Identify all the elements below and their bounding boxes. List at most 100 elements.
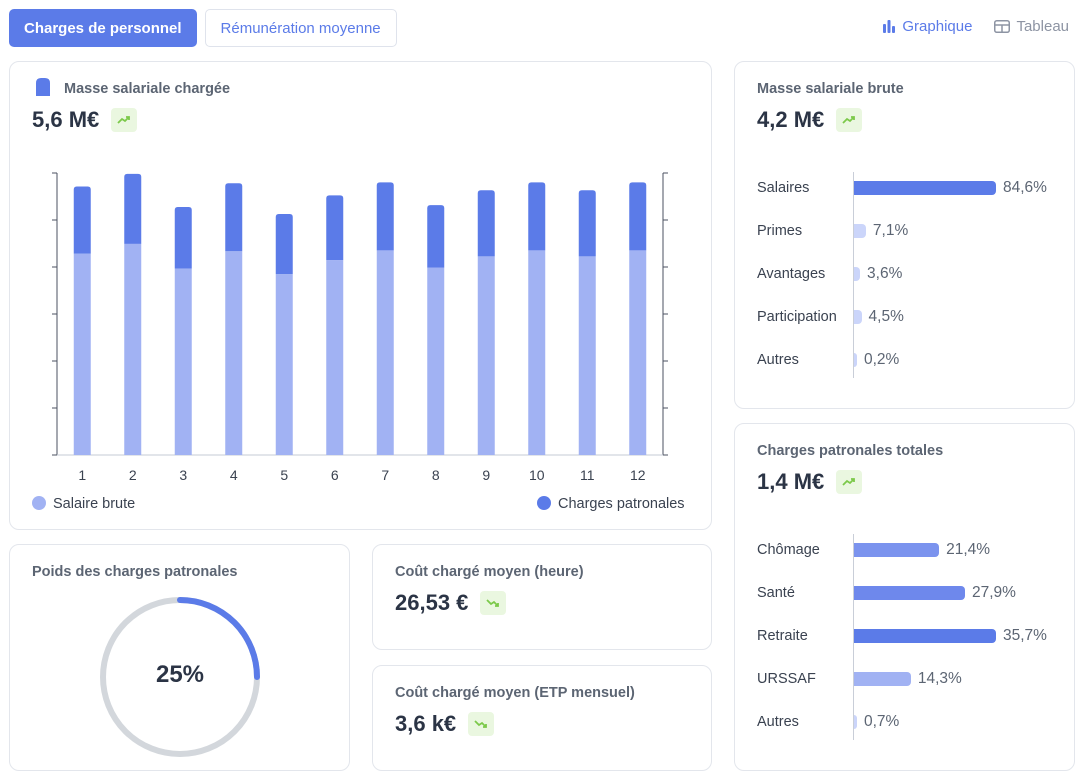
x-tick-label: 11 bbox=[580, 467, 595, 483]
charges-totales-row: Retraite 35,7% bbox=[735, 626, 1074, 646]
charges-totales-label: Autres bbox=[757, 714, 799, 730]
bar-charges-3 bbox=[174, 207, 192, 269]
charges-totales-value: 1,4 M€ bbox=[757, 469, 825, 494]
legend-charges-patronales: Charges patronales bbox=[537, 496, 685, 512]
view-table-button[interactable]: Tableau bbox=[994, 18, 1069, 35]
trend-up-icon bbox=[836, 108, 863, 132]
bar-salaire-9 bbox=[477, 256, 495, 455]
bar-salaire-11 bbox=[578, 256, 596, 455]
poids-value: 25% bbox=[155, 661, 205, 688]
legend-salaire-brute: Salaire brute bbox=[32, 496, 135, 512]
masse-brute-value: 7,1% bbox=[872, 222, 909, 239]
charges-totales-row: Santé 27,9% bbox=[735, 583, 1074, 603]
tab-bar: Charges de personnel Rémunération moyenn… bbox=[9, 9, 397, 47]
cout-etp-title: Coût chargé moyen (ETP mensuel) bbox=[395, 685, 635, 701]
masse-brute-row: Autres 0,2% bbox=[735, 350, 1074, 370]
masse-brute-value: 0,2% bbox=[864, 351, 900, 368]
masse-chargee-value-row: 5,6 M€ bbox=[32, 107, 138, 133]
masse-brute-bar bbox=[854, 224, 866, 238]
bar-charges-8 bbox=[427, 205, 445, 268]
view-table-label: Tableau bbox=[1016, 18, 1069, 35]
charges-totales-row: URSSAF 14,3% bbox=[735, 669, 1074, 689]
masse-brute-value-row: 4,2 M€ bbox=[757, 107, 863, 133]
trend-down-icon bbox=[480, 591, 507, 615]
x-tick-label: 6 bbox=[331, 467, 339, 483]
x-tick-label: 7 bbox=[381, 467, 389, 483]
tab-charges-de-personnel[interactable]: Charges de personnel bbox=[9, 9, 197, 47]
bar-salaire-7 bbox=[376, 250, 394, 455]
bar-salaire-4 bbox=[225, 251, 243, 455]
masse-brute-label: Participation bbox=[757, 309, 837, 325]
masse-brute-value: 84,6% bbox=[1003, 179, 1047, 196]
bar-salaire-5 bbox=[275, 274, 293, 455]
bar-charges-4 bbox=[225, 183, 243, 252]
charges-totales-title: Charges patronales totales bbox=[757, 443, 944, 459]
charges-totales-value: 27,9% bbox=[971, 584, 1016, 601]
charges-totales-label: Retraite bbox=[757, 628, 808, 644]
poids-donut bbox=[100, 597, 260, 757]
cout-heure-card: Coût chargé moyen (heure) 26,53 € bbox=[372, 544, 712, 650]
masse-brute-value: 4,2 M€ bbox=[757, 107, 825, 132]
x-tick-label: 8 bbox=[432, 467, 440, 483]
masse-chargee-icon bbox=[36, 78, 50, 96]
bar-salaire-6 bbox=[326, 260, 344, 455]
masse-brute-title: Masse salariale brute bbox=[757, 81, 904, 97]
masse-brute-row: Avantages 3,6% bbox=[735, 264, 1074, 284]
x-tick-label: 5 bbox=[280, 467, 288, 483]
charges-totales-axis bbox=[853, 534, 854, 740]
charges-totales-bar bbox=[854, 672, 911, 686]
poids-card: Poids des charges patronales 25% bbox=[9, 544, 350, 771]
masse-chargee-title: Masse salariale chargée bbox=[64, 81, 231, 97]
masse-brute-row: Primes 7,1% bbox=[735, 221, 1074, 241]
charges-totales-value: 35,7% bbox=[1003, 627, 1047, 644]
masse-brute-bar bbox=[854, 181, 996, 195]
bar-salaire-3 bbox=[174, 268, 192, 455]
cout-etp-value-row: 3,6 k€ bbox=[395, 711, 495, 737]
cout-heure-title: Coût chargé moyen (heure) bbox=[395, 564, 584, 580]
x-tick-label: 4 bbox=[230, 467, 238, 483]
poids-title: Poids des charges patronales bbox=[32, 564, 238, 580]
view-chart-button[interactable]: Graphique bbox=[882, 18, 972, 35]
legend-salaire-dot bbox=[32, 496, 46, 510]
charges-totales-card: Charges patronales totales 1,4 M€ Chômag… bbox=[734, 423, 1075, 771]
bar-charges-6 bbox=[326, 195, 344, 261]
masse-brute-label: Autres bbox=[757, 352, 799, 368]
masse-brute-card: Masse salariale brute 4,2 M€ Salaires 84,… bbox=[734, 61, 1075, 409]
tab-remuneration-moyenne[interactable]: Rémunération moyenne bbox=[204, 9, 397, 47]
view-chart-label: Graphique bbox=[902, 18, 973, 35]
masse-brute-value: 3,6% bbox=[867, 265, 903, 282]
masse-brute-bar bbox=[854, 353, 857, 367]
bar-charges-10 bbox=[528, 182, 546, 251]
x-tick-label: 1 bbox=[78, 467, 86, 483]
legend-charges-label: Charges patronales bbox=[558, 496, 685, 512]
masse-brute-bar bbox=[854, 267, 861, 281]
bar-charges-2 bbox=[124, 173, 142, 244]
charges-totales-bar bbox=[854, 543, 940, 557]
charges-totales-label: URSSAF bbox=[757, 671, 816, 687]
charges-totales-bar bbox=[854, 715, 857, 729]
charges-totales-value: 21,4% bbox=[946, 541, 991, 558]
charges-totales-bar bbox=[854, 629, 996, 643]
charges-totales-value-row: 1,4 M€ bbox=[757, 469, 863, 495]
charges-totales-label: Chômage bbox=[757, 542, 820, 558]
masse-brute-row: Participation 4,5% bbox=[735, 307, 1074, 327]
bar-salaire-8 bbox=[427, 267, 445, 455]
masse-brute-value: 4,5% bbox=[868, 308, 904, 325]
masse-brute-row: Salaires 84,6% bbox=[735, 178, 1074, 198]
charges-totales-bar bbox=[854, 586, 965, 600]
x-tick-label: 3 bbox=[179, 467, 187, 483]
charges-totales-value: 0,7% bbox=[864, 713, 900, 730]
trend-up-icon bbox=[111, 108, 138, 132]
bar-salaire-12 bbox=[629, 250, 647, 455]
masse-brute-label: Avantages bbox=[757, 266, 826, 282]
legend-charges-dot bbox=[537, 496, 551, 510]
x-tick-label: 9 bbox=[482, 467, 490, 483]
legend-salaire-label: Salaire brute bbox=[53, 496, 136, 512]
masse-brute-label: Primes bbox=[757, 223, 803, 239]
bar-salaire-1 bbox=[73, 253, 91, 455]
trend-up-icon bbox=[836, 470, 863, 494]
bar-chart-icon bbox=[883, 20, 896, 33]
cout-heure-value: 26,53 € bbox=[395, 590, 469, 615]
bar-charges-7 bbox=[376, 182, 394, 251]
